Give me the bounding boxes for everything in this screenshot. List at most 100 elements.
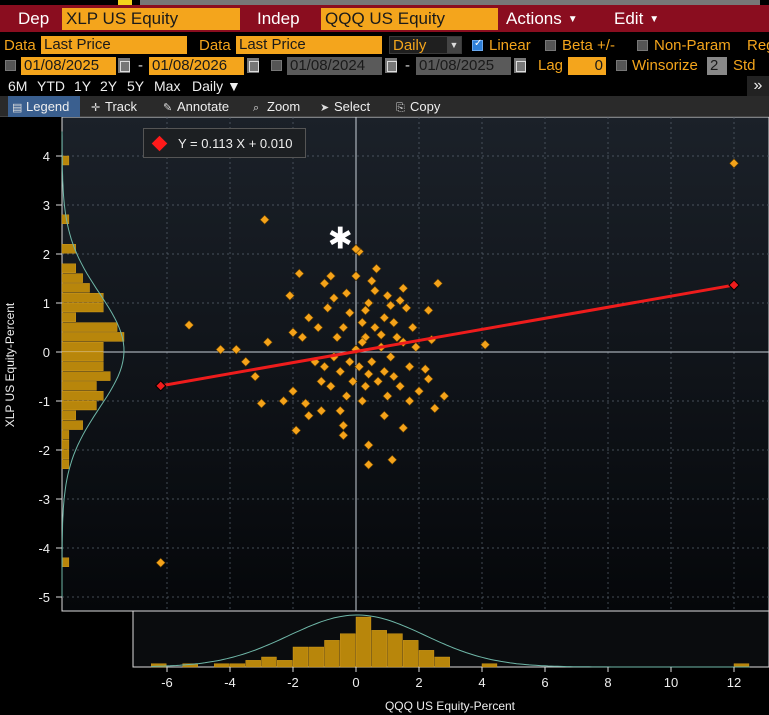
scatter-point [344,307,355,318]
scatter-point [480,339,491,350]
x-histogram-bar [214,663,230,668]
scatter-point [288,327,298,338]
data-points: ✱ [155,158,739,568]
period-ytd[interactable]: YTD [37,78,65,94]
scatter-point [363,369,374,379]
x-tick-label: 6 [541,675,548,690]
scatter-point [291,425,302,436]
linear-checkbox[interactable] [472,38,483,51]
indep-data-field[interactable]: Last Price [236,36,382,54]
scatter-point [366,356,377,367]
beta-checkbox[interactable] [545,40,556,51]
scatter-point [250,371,261,382]
track-tool-label: Track [105,99,138,114]
scatter-point [398,283,409,294]
scatter-point [363,440,374,451]
y-histogram-bar [61,420,83,430]
annotate-tool[interactable]: ✎ Annotate [159,96,229,117]
calendar-icon[interactable] [514,58,526,73]
scatter-point [366,276,377,286]
compare-start-date-field[interactable]: 01/08/2024 [287,57,382,75]
red-diamond-icon [151,135,168,152]
start-date-field[interactable]: 01/08/2025 [21,57,116,75]
scatter-point [385,300,396,311]
frequency-dropdown[interactable]: Daily ▼ [389,36,462,54]
winsorize-checkbox[interactable] [616,60,627,71]
y-histogram-bar [61,430,70,440]
scatter-point [388,371,399,382]
winsorize-field[interactable]: 2 [707,57,727,75]
x-tick-label: -6 [161,675,173,690]
legend-tool[interactable]: ▤ Legend [8,96,80,117]
scatter-point [420,364,431,375]
edit-menu[interactable]: Edit ▼ [614,8,659,30]
dep-label: Dep [18,9,50,28]
scatter-point [215,344,226,355]
lag-field[interactable]: 0 [568,57,606,75]
more-options-button[interactable]: » [747,76,769,96]
calendar-icon[interactable] [118,58,130,73]
y-histogram-bar [61,557,70,567]
scatter-point [325,271,336,281]
copy-tool[interactable]: ⎘ Copy [392,96,440,117]
compare-range-checkbox[interactable] [271,60,282,71]
x-tick-label: -4 [224,675,236,690]
scatter-point [369,285,380,296]
pencil-icon: ✎ [163,102,173,114]
x-histogram-bar [387,633,403,668]
date-dash: - [138,57,143,74]
calendar-icon[interactable] [247,58,259,73]
y-histogram-bar [61,351,104,362]
zoom-tool[interactable]: ⌕ Zoom [249,96,300,117]
x-tick-label: 0 [352,675,359,690]
scatter-point [335,366,346,377]
period-frequency-dropdown[interactable]: Daily ▼ [192,78,241,94]
beta-label: Beta +/- [562,37,615,54]
y-histogram-bar [61,322,118,332]
scatter-point [313,322,324,333]
scatter-point [344,356,355,367]
chevron-down-icon: ▼ [567,13,578,25]
y-histogram-bar [61,440,70,450]
nonparam-checkbox[interactable] [637,40,648,51]
current-point-marker: ✱ [328,221,353,256]
period-2y[interactable]: 2Y [100,78,118,94]
select-tool-label: Select [334,99,371,114]
x-histogram-bar [308,646,324,668]
edit-label: Edit [614,9,644,28]
dep-data-field[interactable]: Last Price [41,36,187,54]
scatter-point [240,356,251,367]
track-tool[interactable]: ✛ Track [87,96,137,117]
period-1y[interactable]: 1Y [74,78,92,94]
date-range-checkbox[interactable] [5,60,16,71]
period-6m[interactable]: 6M [8,78,28,94]
actions-menu[interactable]: Actions ▼ [506,8,578,30]
x-histogram-bar [261,656,277,668]
scatter-point [297,332,308,343]
y-tick-label: 0 [43,345,50,360]
annotate-tool-label: Annotate [177,99,230,114]
scatter-point [357,317,368,328]
scatter-point [347,376,358,387]
y-histogram [61,131,125,597]
y-tick-label: 4 [43,149,50,164]
x-histogram-bar [324,640,340,668]
period-max[interactable]: Max [154,78,181,94]
data-label-indep: Data [199,37,231,54]
compare-end-date-field[interactable]: 01/08/2025 [416,57,511,75]
y-histogram-bar [61,361,104,371]
dep-security-field[interactable]: XLP US Equity [62,8,240,30]
scatter-point [369,322,380,333]
y-histogram-bar [61,449,70,460]
chevron-down-icon: ▼ [649,13,660,25]
scatter-point [439,391,450,402]
y-histogram-bar [61,410,76,420]
end-date-field[interactable]: 01/08/2026 [149,57,244,75]
select-tool[interactable]: ➤ Select [316,96,370,117]
calendar-icon[interactable] [385,58,397,73]
period-5y[interactable]: 5Y [127,78,145,94]
chevron-down-icon: ▼ [227,78,241,94]
y-tick-label: -5 [38,590,50,605]
indep-security-field[interactable]: QQQ US Equity [321,8,498,30]
